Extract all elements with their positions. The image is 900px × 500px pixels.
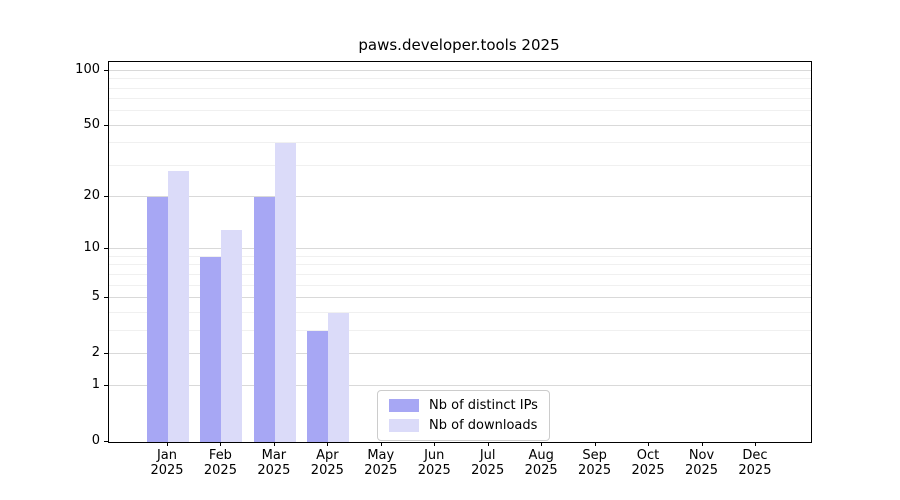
gridline-minor-6 xyxy=(109,284,811,286)
gridline-major-5 xyxy=(109,296,811,298)
gridline-minor-90 xyxy=(109,78,811,80)
legend-swatch-nb-of-distinct-ips xyxy=(389,399,419,412)
gridline-major-20 xyxy=(109,196,811,198)
gridline-major-50 xyxy=(109,124,811,126)
y-tick-mark-50 xyxy=(104,124,108,126)
y-tick-label-10: 10 xyxy=(83,240,100,256)
x-tick-mark-oct xyxy=(648,442,650,446)
x-tick-label-may: May 2025 xyxy=(364,448,398,478)
legend-label-nb-of-distinct-ips: Nb of distinct IPs xyxy=(429,398,538,413)
x-tick-label-nov: Nov 2025 xyxy=(684,448,719,478)
x-tick-mark-feb xyxy=(220,442,222,446)
x-tick-mark-mar xyxy=(273,442,275,446)
legend-label-nb-of-downloads: Nb of downloads xyxy=(429,418,538,433)
x-tick-mark-jun xyxy=(434,442,436,446)
bar-nb-of-downloads-mar xyxy=(274,143,296,442)
x-tick-label-sep: Sep 2025 xyxy=(578,448,612,478)
x-tick-mark-apr xyxy=(327,442,329,446)
x-tick-mark-aug xyxy=(541,442,543,446)
y-tick-label-5: 5 xyxy=(91,288,100,304)
gridline-minor-3 xyxy=(109,329,811,331)
y-tick-label-1: 1 xyxy=(91,377,100,393)
legend-row-nb-of-downloads: Nb of downloads xyxy=(389,418,538,433)
gridline-minor-4 xyxy=(109,311,811,313)
bar-nb-of-distinct-ips-jan xyxy=(147,197,168,442)
x-tick-mark-jul xyxy=(487,442,489,446)
bar-nb-of-distinct-ips-mar xyxy=(253,197,275,442)
y-tick-label-2: 2 xyxy=(91,344,100,360)
x-tick-label-aug: Aug 2025 xyxy=(524,448,558,478)
x-tick-label-dec: Dec 2025 xyxy=(738,448,772,478)
gridline-minor-70 xyxy=(109,98,811,100)
legend-swatch-nb-of-downloads xyxy=(389,419,419,432)
x-tick-label-jun: Jun 2025 xyxy=(417,448,451,478)
plot-area xyxy=(108,61,812,443)
x-tick-label-jul: Jul 2025 xyxy=(471,448,505,478)
gridline-major-10 xyxy=(109,248,811,250)
bar-nb-of-downloads-feb xyxy=(221,229,243,442)
x-tick-mark-sep xyxy=(594,442,596,446)
y-tick-mark-1 xyxy=(104,385,108,387)
x-tick-mark-dec xyxy=(754,442,756,446)
chart-title: paws.developer.tools 2025 xyxy=(358,36,560,54)
gridline-minor-9 xyxy=(109,255,811,257)
bar-nb-of-downloads-jan xyxy=(168,171,189,442)
gridline-minor-40 xyxy=(109,142,811,144)
x-tick-label-oct: Oct 2025 xyxy=(631,448,665,478)
y-tick-mark-2 xyxy=(104,352,108,354)
gridline-major-100 xyxy=(109,69,811,71)
y-tick-label-100: 100 xyxy=(75,61,100,77)
x-tick-label-mar: Mar 2025 xyxy=(257,448,291,478)
x-tick-label-apr: Apr 2025 xyxy=(310,448,344,478)
bar-nb-of-downloads-apr xyxy=(328,312,350,442)
x-tick-label-feb: Feb 2025 xyxy=(203,448,237,478)
bar-nb-of-distinct-ips-feb xyxy=(200,256,222,442)
gridline-minor-80 xyxy=(109,87,811,89)
gridline-major-2 xyxy=(109,352,811,354)
y-tick-mark-5 xyxy=(104,296,108,298)
legend: Nb of distinct IPs Nb of downloads xyxy=(377,390,550,441)
legend-row-nb-of-distinct-ips: Nb of distinct IPs xyxy=(389,398,538,413)
gridline-minor-8 xyxy=(109,264,811,266)
y-tick-mark-10 xyxy=(104,248,108,250)
gridline-major-1 xyxy=(109,385,811,387)
x-tick-label-jan: Jan 2025 xyxy=(150,448,184,478)
x-tick-mark-jan xyxy=(167,442,168,446)
bar-nb-of-distinct-ips-apr xyxy=(307,330,329,442)
gridline-minor-7 xyxy=(109,273,811,275)
y-tick-label-50: 50 xyxy=(83,116,100,132)
gridline-minor-30 xyxy=(109,164,811,166)
gridline-minor-60 xyxy=(109,110,811,112)
x-tick-mark-nov xyxy=(701,442,703,446)
y-tick-mark-20 xyxy=(104,196,108,198)
y-tick-label-20: 20 xyxy=(83,188,100,204)
y-tick-mark-0 xyxy=(104,441,108,442)
x-tick-mark-may xyxy=(380,442,382,446)
y-tick-label-0: 0 xyxy=(91,433,100,448)
y-tick-mark-100 xyxy=(104,69,108,71)
